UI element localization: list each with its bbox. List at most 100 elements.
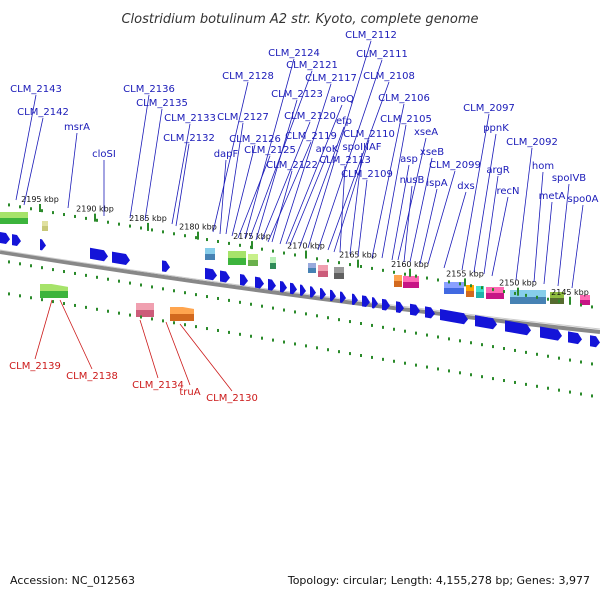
reverse-label-leader	[179, 323, 233, 392]
tick-dot	[140, 283, 142, 287]
forward-label-leader	[381, 124, 407, 259]
accession-text: Accession: NC_012563	[10, 574, 136, 587]
tick-dot	[228, 298, 230, 302]
tick-dot	[118, 222, 120, 226]
tick-dot	[481, 343, 483, 347]
forward-label-leader	[461, 113, 490, 271]
forward-gene-arrow	[382, 298, 390, 311]
tick-dot	[459, 282, 461, 286]
tick-dot	[459, 371, 461, 375]
tick-dot	[85, 305, 87, 309]
tick-dot	[239, 300, 241, 304]
forward-gene-label: CLM_2136	[123, 84, 175, 95]
tick-dot	[261, 336, 263, 340]
forward-gene-label: CLM_2099	[429, 160, 481, 171]
forward-gene-arrow	[425, 306, 435, 319]
tick-dot	[382, 325, 384, 329]
tick-dot	[184, 291, 186, 295]
tick-dot	[437, 335, 439, 339]
tick-dot	[250, 334, 252, 338]
forward-gene-arrow	[340, 291, 346, 303]
forward-label-leader	[244, 58, 295, 239]
forward-gene-arrow	[352, 293, 358, 305]
tick-dot	[261, 304, 263, 308]
tick-dot	[349, 320, 351, 324]
tick-dot	[41, 298, 43, 302]
tick-dot	[118, 311, 120, 315]
forward-label-leader	[571, 204, 584, 289]
tick-dot	[569, 390, 571, 394]
tick-dot	[74, 271, 76, 275]
forward-gene-arrow	[255, 276, 264, 289]
forward-label-leader	[307, 40, 372, 249]
tick-dot	[393, 359, 395, 363]
tick-dot	[261, 247, 263, 251]
tick-dot	[195, 236, 197, 240]
forward-gene-label: CLM_2126	[229, 134, 281, 145]
tick-dot	[547, 354, 549, 358]
tick-dot	[525, 293, 527, 297]
forward-label-leader	[339, 165, 346, 253]
forward-gene-arrow	[330, 289, 336, 302]
kbp-tick-label: 2180 kbp	[179, 223, 217, 232]
reverse-label-leader	[34, 299, 53, 360]
forward-gene-label: CLM_2122	[266, 160, 318, 171]
forward-label-leader	[543, 201, 553, 285]
forward-label-leader	[225, 122, 244, 235]
kbp-tick-label: 2150 kbp	[499, 279, 537, 288]
reverse-gene-label: truA	[179, 387, 200, 398]
tick-dot	[283, 340, 285, 344]
tick-dot	[129, 281, 131, 285]
forward-label-leader	[271, 170, 293, 243]
tick-dot	[503, 290, 505, 294]
forward-gene-label: CLM_2124	[268, 48, 320, 59]
forward-gene-label: CLM_2142	[17, 107, 69, 118]
reverse-gene-label: CLM_2134	[132, 380, 184, 391]
forward-gene-label: CLM_2143	[10, 84, 62, 95]
tick-dot	[272, 306, 274, 310]
tick-dot	[536, 384, 538, 388]
tick-dot	[239, 243, 241, 247]
forward-gene-label: spoIVB	[552, 173, 586, 184]
tick-dot	[514, 291, 516, 295]
forward-gene-arrow	[280, 281, 287, 293]
tick-dot	[107, 220, 109, 224]
tick-dot	[360, 354, 362, 357]
tick-dot	[327, 316, 329, 320]
kbp-tick-label: 2190 kbp	[76, 205, 114, 214]
tick-dot	[426, 276, 428, 280]
forward-label-leader	[483, 175, 499, 275]
tick-dot	[294, 310, 296, 314]
tick-dot	[8, 203, 10, 207]
tick-dot	[338, 261, 340, 265]
tick-dot	[371, 355, 373, 359]
forward-label-leader	[23, 117, 44, 206]
forward-gene-arrow	[205, 267, 217, 281]
reverse-gene-label: CLM_2130	[206, 393, 258, 404]
tick-dot	[558, 388, 560, 392]
kbp-tick-label: 2145 kbp	[551, 288, 589, 297]
forward-gene-label: hom	[532, 161, 554, 172]
gene-labels: CLM_2143 CLM_2142 msrA cloSI CLM_2136 CLM_213…	[9, 30, 598, 404]
tick-dot	[239, 332, 241, 336]
forward-gene-label: CLM_2117	[305, 73, 357, 84]
forward-gene-arrow	[362, 295, 370, 308]
tick-dot	[525, 350, 527, 354]
tick-dot	[349, 263, 351, 267]
tick-dot	[217, 296, 219, 300]
tick-dot	[437, 367, 439, 371]
forward-gene-label: dapF	[214, 149, 239, 160]
map-title: Clostridium botulinum A2 str. Kyoto, com…	[121, 12, 478, 27]
forward-label-leader	[473, 133, 497, 273]
tick-dot	[228, 330, 230, 334]
tick-dot	[30, 296, 32, 300]
feature-box-highlight	[248, 254, 258, 260]
tick-dot	[41, 266, 43, 270]
tick-dot	[217, 239, 219, 243]
tick-dot	[415, 274, 417, 278]
tick-dot	[492, 377, 494, 381]
forward-label-leader	[371, 103, 405, 259]
forward-gene-label: CLM_2133	[164, 113, 216, 124]
forward-gene-arrow	[12, 234, 21, 246]
tick-dot	[8, 292, 10, 296]
